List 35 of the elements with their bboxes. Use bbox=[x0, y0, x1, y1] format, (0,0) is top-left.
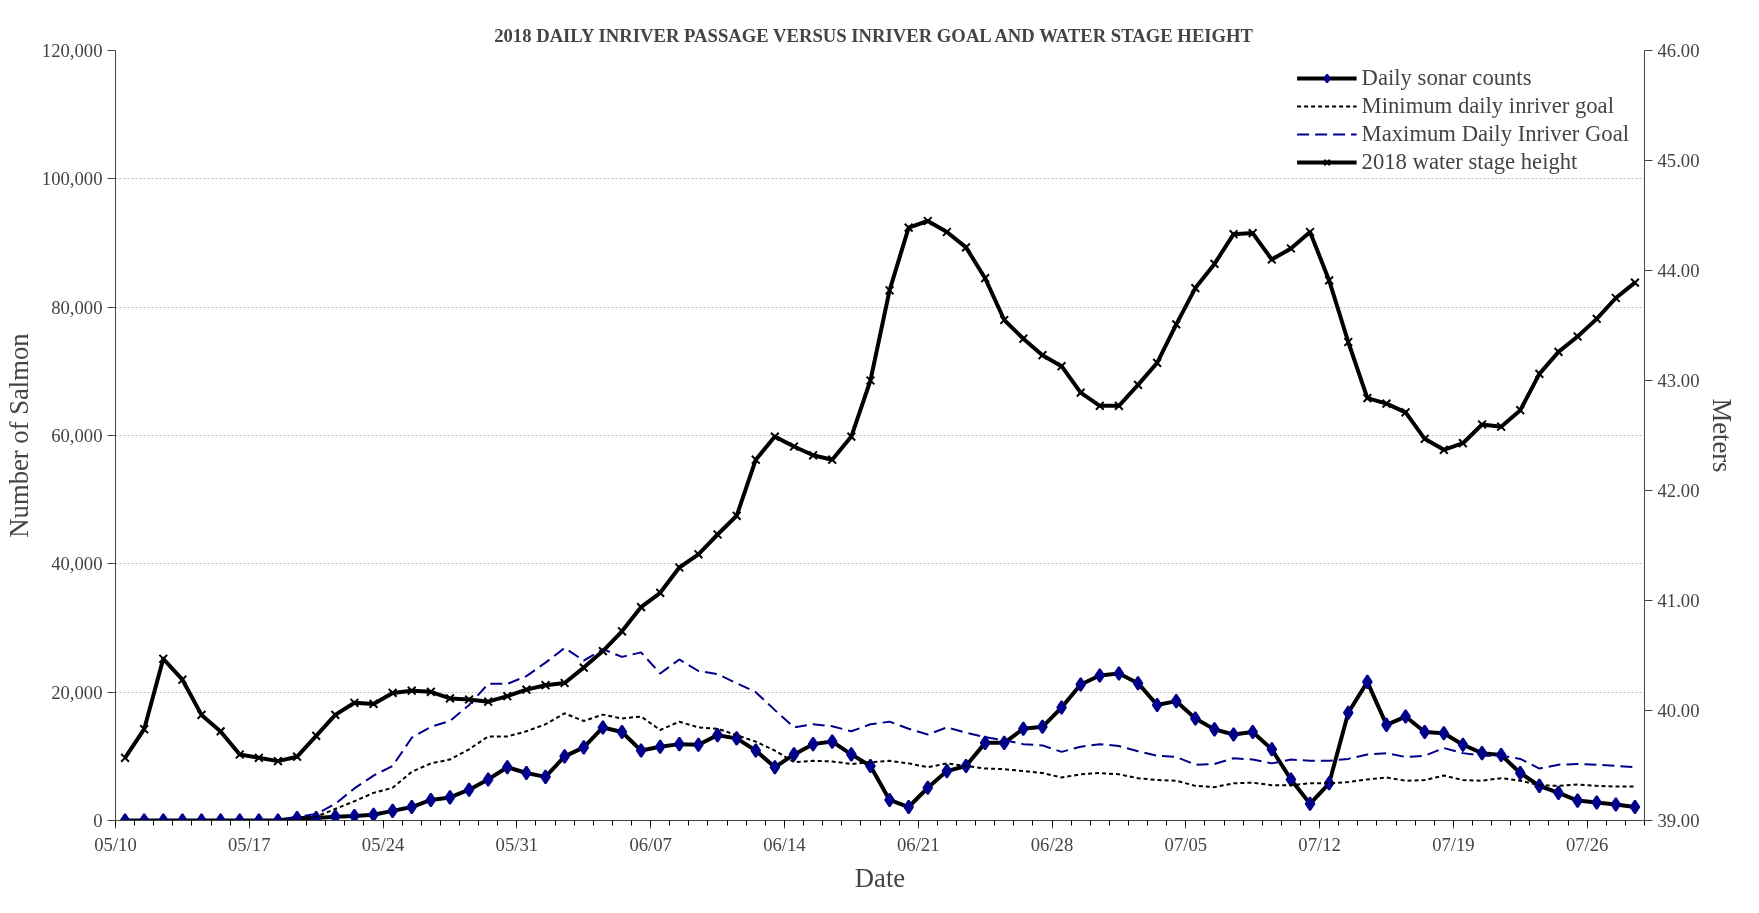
x-tick-label: 07/26 bbox=[1565, 833, 1609, 855]
y2-tick-label: 41.00 bbox=[1657, 590, 1700, 611]
y2-tick-label: 46.00 bbox=[1657, 40, 1700, 61]
x-tick-label: 05/17 bbox=[228, 833, 271, 855]
x-tick-label: 07/05 bbox=[1164, 833, 1208, 855]
y-tick-label: 0 bbox=[93, 810, 103, 831]
x-tick-label: 07/12 bbox=[1298, 833, 1341, 855]
y2-tick-label: 40.00 bbox=[1657, 700, 1700, 721]
x-tick-label: 05/24 bbox=[361, 833, 405, 855]
y2-tick-label: 43.00 bbox=[1657, 370, 1700, 391]
y-tick-label: 100,000 bbox=[41, 168, 103, 190]
x-tick-label: 05/10 bbox=[94, 833, 137, 855]
legend-label: 2018 water stage height bbox=[1361, 149, 1578, 175]
legend-label: Maximum Daily Inriver Goal bbox=[1361, 121, 1629, 147]
y-tick-label: 120,000 bbox=[41, 40, 103, 61]
y2-tick-label: 42.00 bbox=[1657, 480, 1700, 501]
legend-label: Daily sonar counts bbox=[1361, 65, 1532, 91]
x-tick-label: 07/19 bbox=[1432, 833, 1475, 855]
legend-label: Minimum daily inriver goal bbox=[1361, 93, 1614, 119]
y2-tick-label: 44.00 bbox=[1657, 260, 1700, 281]
x-tick-label: 05/31 bbox=[495, 833, 539, 855]
x-axis-title: Date bbox=[854, 862, 906, 893]
y-tick-label: 20,000 bbox=[51, 681, 103, 703]
y2-axis-title: Meters bbox=[1707, 398, 1738, 473]
x-tick-label: 06/21 bbox=[896, 833, 940, 855]
chart-title: 2018 DAILY INRIVER PASSAGE VERSUS INRIVER GOAL AND WATER STAGE HEIGHT bbox=[494, 24, 1254, 46]
y2-tick-label: 39.00 bbox=[1657, 810, 1700, 831]
y-tick-label: 40,000 bbox=[51, 553, 103, 575]
y2-tick-label: 45.00 bbox=[1657, 150, 1700, 171]
y-tick-label: 60,000 bbox=[51, 425, 103, 446]
x-tick-label: 06/28 bbox=[1030, 833, 1074, 855]
y-axis-title: Number of Salmon bbox=[3, 333, 34, 538]
x-tick-label: 06/14 bbox=[763, 833, 807, 855]
y-tick-label: 80,000 bbox=[51, 296, 103, 318]
x-tick-label: 06/07 bbox=[629, 833, 672, 855]
